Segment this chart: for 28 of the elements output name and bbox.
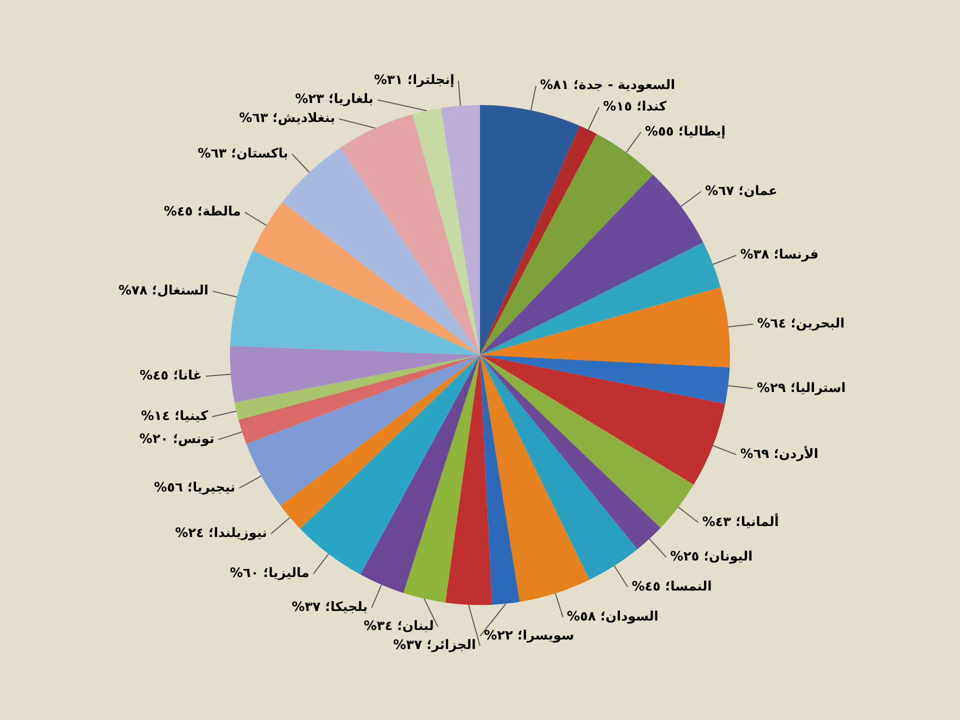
- slice-label: استراليا؛ ٢٩%: [756, 381, 846, 396]
- slice-label: بلجيكا؛ ٣٧%: [292, 600, 368, 616]
- slice-label: البحرين؛ ٦٤%: [757, 316, 845, 332]
- slice-label: النمسا؛ ٤٥%: [632, 579, 712, 594]
- slice-label: ألمانيا؛ ٤٣%: [702, 512, 779, 530]
- slice-label: ماليزيا؛ ٦٠%: [230, 566, 310, 582]
- slice-label: السعودية - جدة؛ ٨١%: [540, 78, 676, 94]
- slice-label: باكستان؛ ٦٣%: [198, 146, 288, 162]
- slice-label: السنغال؛ ٧٨%: [118, 284, 209, 299]
- slice-label: بنغلاديش؛ ٦٣%: [239, 111, 336, 126]
- slice-label: نيجيريا؛ ٥٦%: [154, 480, 236, 496]
- slice-label: الجزائر؛ ٣٧%: [393, 638, 476, 654]
- slice-label: غانا؛ ٤٥%: [140, 368, 202, 384]
- slice-label: تونس؛ ٢٠%: [139, 432, 214, 447]
- slice-label: كندا؛ ١٥%: [603, 100, 668, 115]
- slice-label: مالطة؛ ٤٥%: [164, 204, 241, 220]
- slice-label: السودان؛ ٥٨%: [566, 610, 659, 625]
- slice-label: كينيا؛ ١٤%: [141, 409, 208, 424]
- slice-label: إنجلترا؛ ٣١%: [374, 73, 454, 88]
- slice-label: إيطاليا؛ ٥٥%: [644, 124, 726, 140]
- slice-label: نيوزيلندا؛ ٢٤%: [175, 526, 268, 542]
- slice-label: بلغاريا؛ ٢٣%: [295, 92, 374, 108]
- slice-label: لبنان؛ ٣٤%: [364, 619, 434, 634]
- slice-label: الأردن؛ ٦٩%: [740, 445, 818, 462]
- slice-label: سويسرا؛ ٢٢%: [484, 628, 574, 644]
- slice-label: عمان؛ ٦٧%: [705, 184, 778, 199]
- slice-label: اليونان؛ ٢٥%: [670, 550, 753, 565]
- slice-label: فرنسا؛ ٣٨%: [740, 248, 819, 263]
